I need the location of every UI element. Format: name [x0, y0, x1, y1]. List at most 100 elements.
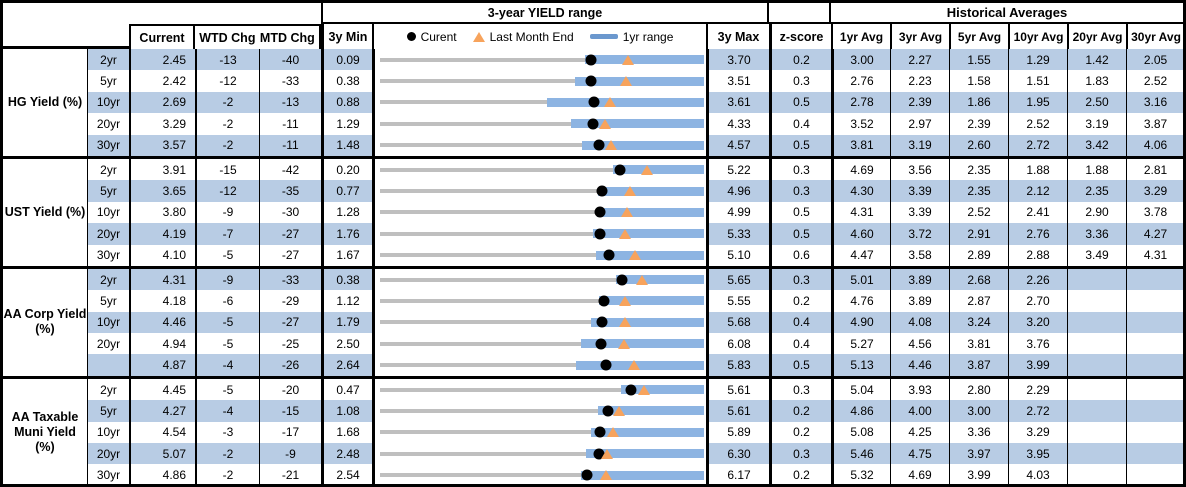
- cell-current: 4.94: [129, 333, 195, 355]
- range-track: [380, 143, 704, 148]
- cell-3y-min: 1.76: [321, 223, 372, 245]
- last-month-end-marker: [617, 338, 630, 349]
- cell-tenor: 5yr: [87, 400, 129, 422]
- cell-avg-3yr-avg: 4.25: [890, 421, 949, 444]
- cell-avg-3yr-avg: 3.93: [890, 378, 949, 401]
- cell-z-score: 0.4: [769, 333, 831, 355]
- cell-avg-5yr-avg: 1.86: [949, 91, 1008, 114]
- one-year-range-bar-icon: [589, 34, 618, 39]
- column-header-z-score: z-score: [769, 24, 831, 49]
- cell-current: 4.31: [129, 268, 195, 291]
- cell-3y-max: 6.30: [706, 443, 769, 465]
- cell-3y-max: 3.70: [706, 49, 769, 71]
- cell-avg-20yr-avg: [1067, 290, 1126, 312]
- cell-avg-10yr-avg: 2.41: [1008, 201, 1067, 224]
- range-chart-cell: [372, 290, 706, 312]
- cell-avg-20yr-avg: [1067, 421, 1126, 444]
- cell-avg-10yr-avg: 3.95: [1008, 443, 1067, 465]
- range-track: [380, 57, 704, 62]
- cell-current: 3.80: [129, 201, 195, 224]
- cell-avg-10yr-avg: 2.72: [1008, 134, 1067, 156]
- cell-avg-20yr-avg: [1067, 378, 1126, 401]
- cell-current: 3.91: [129, 158, 195, 181]
- legend-current-label: Curent: [420, 29, 457, 44]
- cell-avg-1yr-avg: 2.78: [831, 91, 890, 114]
- cell-tenor: 10yr: [87, 421, 129, 444]
- cell-wtd-chg: -2: [195, 113, 259, 135]
- last-month-end-marker: [599, 470, 612, 481]
- cell-avg-10yr-avg: 2.29: [1008, 378, 1067, 401]
- cell-avg-1yr-avg: 5.46: [831, 443, 890, 465]
- column-header-3y-max: 3y Max: [706, 24, 769, 49]
- cell-z-score: 0.4: [769, 113, 831, 135]
- last-month-end-triangle-icon: [472, 31, 485, 42]
- cell-tenor: 30yr: [87, 244, 129, 266]
- cell-mtd-chg: -11: [259, 113, 321, 135]
- cell-avg-30yr-avg: 2.05: [1126, 49, 1183, 71]
- cell-tenor: 20yr: [87, 333, 129, 355]
- one-year-range-bar: [596, 250, 704, 260]
- cell-avg-3yr-avg: 4.08: [890, 311, 949, 334]
- cell-3y-min: 2.54: [321, 464, 372, 484]
- cell-wtd-chg: -9: [195, 201, 259, 224]
- column-header-1yr-avg: 1yr Avg: [831, 24, 890, 49]
- range-track: [380, 320, 704, 325]
- cell-mtd-chg: -13: [259, 91, 321, 114]
- last-month-end-marker: [641, 164, 654, 175]
- cell-avg-30yr-avg: [1126, 268, 1183, 291]
- cell-z-score: 0.5: [769, 91, 831, 114]
- cell-current: 5.07: [129, 443, 195, 465]
- cell-avg-30yr-avg: [1126, 400, 1183, 422]
- cell-z-score: 0.2: [769, 464, 831, 484]
- cell-avg-20yr-avg: 3.49: [1067, 244, 1126, 266]
- cell-avg-20yr-avg: [1067, 443, 1126, 465]
- cell-avg-1yr-avg: 4.30: [831, 180, 890, 202]
- cell-avg-20yr-avg: 2.50: [1067, 91, 1126, 114]
- cell-3y-min: 1.48: [321, 134, 372, 156]
- cell-wtd-chg: -4: [195, 400, 259, 422]
- cell-avg-3yr-avg: 2.23: [890, 70, 949, 92]
- table-body: HG Yield (%) 2yr 2.45 -13 -40 0.09 3.70 0.2 3.00…: [3, 49, 1183, 484]
- cell-avg-10yr-avg: 4.03: [1008, 464, 1067, 484]
- cell-z-score: 0.5: [769, 134, 831, 156]
- cell-avg-1yr-avg: 5.08: [831, 421, 890, 444]
- cell-avg-3yr-avg: 4.56: [890, 333, 949, 355]
- cell-current: 4.10: [129, 244, 195, 266]
- cell-wtd-chg: -15: [195, 158, 259, 181]
- cell-avg-30yr-avg: 3.16: [1126, 91, 1183, 114]
- range-track: [380, 189, 704, 194]
- cell-avg-10yr-avg: 2.72: [1008, 400, 1067, 422]
- cell-avg-1yr-avg: 4.31: [831, 201, 890, 224]
- cell-z-score: 0.5: [769, 223, 831, 245]
- range-track: [380, 387, 704, 392]
- cell-mtd-chg: -26: [259, 354, 321, 376]
- last-month-end-marker: [607, 427, 620, 438]
- cell-tenor: 20yr: [87, 223, 129, 245]
- last-month-end-marker: [638, 384, 651, 395]
- cell-tenor: 5yr: [87, 70, 129, 92]
- range-chart-cell: [372, 268, 706, 291]
- cell-avg-20yr-avg: [1067, 354, 1126, 376]
- cell-tenor: 30yr: [87, 134, 129, 156]
- cell-avg-30yr-avg: 2.81: [1126, 158, 1183, 181]
- column-header-20yr-avg: 20yr Avg: [1067, 24, 1126, 49]
- column-header-5yr-avg: 5yr Avg: [949, 24, 1008, 49]
- range-chart-cell: [372, 244, 706, 266]
- cell-3y-max: 4.96: [706, 180, 769, 202]
- cell-avg-5yr-avg: 3.24: [949, 311, 1008, 334]
- cell-avg-10yr-avg: 3.76: [1008, 333, 1067, 355]
- cell-z-score: 0.6: [769, 244, 831, 266]
- cell-avg-5yr-avg: 3.36: [949, 421, 1008, 444]
- cell-3y-min: 0.38: [321, 268, 372, 291]
- group-ust-yield-: UST Yield (%) 2yr 3.91 -15 -42 0.20 5.22 0.3 4.6…: [3, 155, 1183, 266]
- cell-avg-5yr-avg: 1.58: [949, 70, 1008, 92]
- range-track: [380, 451, 704, 456]
- range-track: [380, 430, 704, 435]
- cell-avg-5yr-avg: 2.91: [949, 223, 1008, 245]
- column-header-3y-min: 3y Min: [321, 24, 372, 49]
- cell-avg-1yr-avg: 4.60: [831, 223, 890, 245]
- cell-tenor: 5yr: [87, 180, 129, 202]
- current-dot: [598, 295, 610, 307]
- range-chart-cell: [372, 113, 706, 135]
- cell-wtd-chg: -9: [195, 268, 259, 291]
